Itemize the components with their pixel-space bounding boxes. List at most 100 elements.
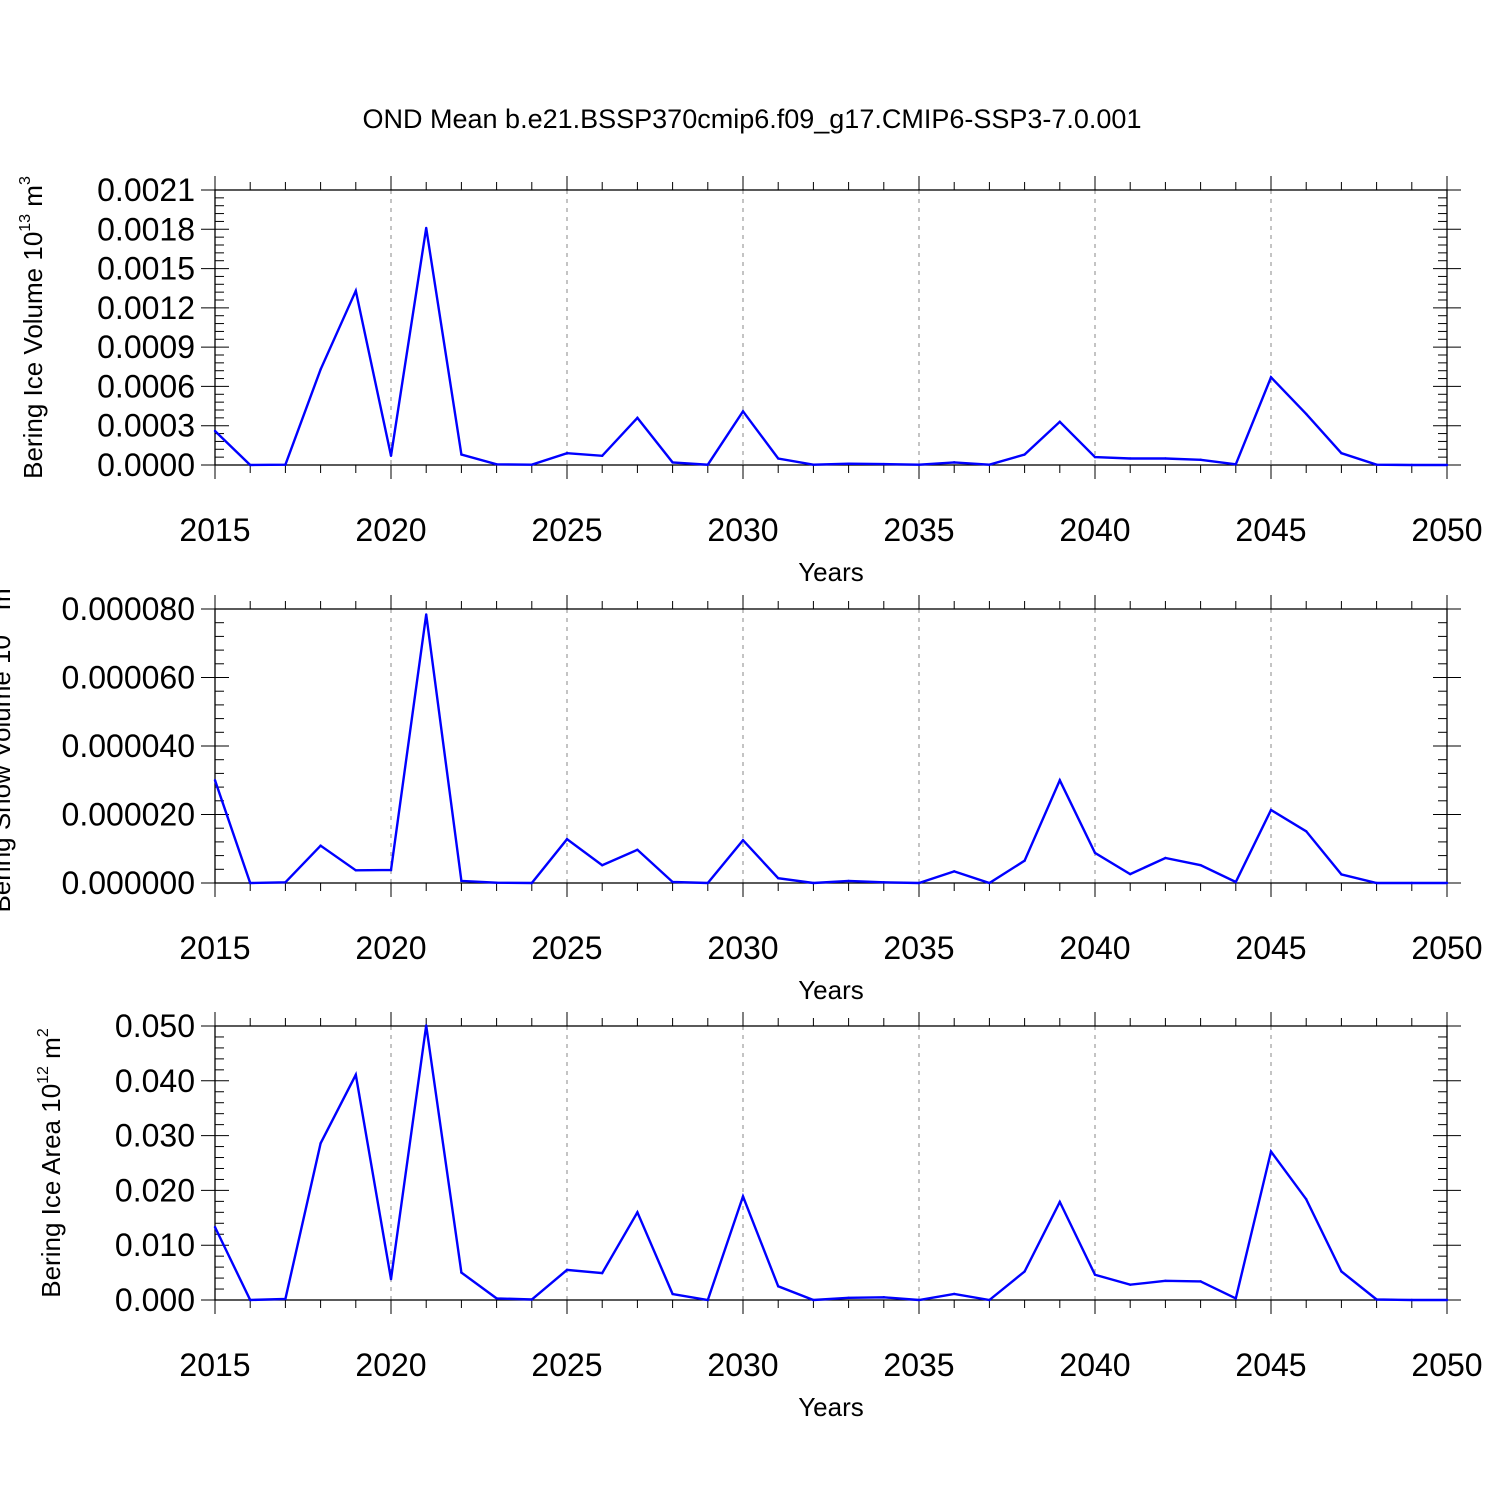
data-point bbox=[1023, 1270, 1026, 1273]
data-point bbox=[1269, 808, 1273, 812]
y-tick-label: 0.020 bbox=[115, 1172, 195, 1208]
data-point bbox=[601, 863, 604, 867]
data-point bbox=[953, 1292, 956, 1296]
y-tick-label: 0.0000 bbox=[97, 447, 195, 483]
y-tick-label: 0.0021 bbox=[97, 172, 195, 208]
data-point bbox=[213, 779, 217, 782]
x-tick-label: 2045 bbox=[1235, 1347, 1306, 1383]
series-line bbox=[214, 227, 1447, 467]
data-point bbox=[1340, 452, 1343, 455]
data-point bbox=[1445, 1298, 1449, 1302]
x-tick-label: 2015 bbox=[179, 512, 250, 548]
y-tick-label: 0.0015 bbox=[97, 251, 195, 287]
data-point bbox=[1093, 455, 1097, 459]
data-point bbox=[882, 462, 885, 466]
data-point bbox=[1023, 859, 1026, 862]
figure-title: OND Mean b.e21.BSSP370cmip6.f09_g17.CMIP… bbox=[363, 104, 1142, 134]
y-tick-label: 0.000020 bbox=[62, 797, 195, 833]
data-point bbox=[460, 879, 463, 883]
data-point bbox=[777, 457, 780, 460]
data-point bbox=[1410, 1298, 1414, 1302]
data-point bbox=[601, 454, 604, 458]
data-point bbox=[1234, 880, 1238, 884]
data-point bbox=[1375, 463, 1378, 466]
data-point bbox=[882, 1296, 885, 1299]
data-point bbox=[1199, 1280, 1202, 1283]
data-point bbox=[1058, 420, 1062, 423]
data-point bbox=[319, 368, 322, 371]
data-point bbox=[741, 838, 745, 842]
data-point bbox=[425, 1024, 428, 1027]
data-point bbox=[565, 452, 569, 455]
x-tick-label: 2035 bbox=[883, 512, 954, 548]
data-point bbox=[706, 463, 709, 466]
data-point bbox=[741, 1195, 745, 1198]
data-point bbox=[1093, 851, 1097, 855]
x-tick-label: 2015 bbox=[179, 930, 250, 966]
data-point bbox=[636, 416, 639, 420]
y-tick-label: 0.0018 bbox=[97, 211, 195, 247]
x-tick-label: 2030 bbox=[707, 1347, 778, 1383]
y-tick-label: 0.0003 bbox=[97, 408, 195, 444]
data-point bbox=[1164, 856, 1167, 860]
data-point bbox=[1129, 872, 1132, 876]
data-point bbox=[284, 881, 287, 884]
y-tick-label: 0.030 bbox=[115, 1118, 195, 1154]
y-tick-label: 0.0012 bbox=[97, 290, 195, 326]
plot-frame bbox=[214, 608, 1448, 884]
x-tick-label: 2030 bbox=[707, 512, 778, 548]
x-tick-label: 2050 bbox=[1411, 512, 1482, 548]
series-line bbox=[213, 1025, 1447, 1302]
data-point bbox=[319, 1142, 322, 1145]
data-point bbox=[1129, 457, 1132, 460]
data-point bbox=[917, 881, 921, 885]
x-tick-label: 2040 bbox=[1059, 930, 1130, 966]
plot-frame bbox=[214, 189, 1448, 466]
data-point bbox=[636, 848, 639, 851]
data-point bbox=[495, 463, 498, 466]
data-point bbox=[530, 463, 533, 466]
data-point bbox=[1164, 457, 1167, 460]
data-point bbox=[1269, 376, 1273, 379]
data-point bbox=[671, 461, 674, 464]
x-tick-label: 2045 bbox=[1235, 930, 1306, 966]
data-point bbox=[1445, 463, 1449, 467]
data-point bbox=[460, 1271, 463, 1274]
x-tick-label: 2025 bbox=[531, 1347, 602, 1383]
data-point bbox=[1305, 1197, 1308, 1201]
data-point bbox=[1445, 881, 1449, 885]
data-point bbox=[389, 1277, 393, 1281]
y-tick-label: 0.010 bbox=[115, 1227, 195, 1263]
data-point bbox=[1199, 458, 1202, 461]
data-point bbox=[354, 869, 357, 872]
y-tick-label: 0.000 bbox=[115, 1282, 195, 1318]
x-tick-label: 2035 bbox=[883, 1347, 954, 1383]
y-axis-label: Bering Snow Volume 1013 m3 bbox=[0, 579, 16, 912]
x-tick-label: 2025 bbox=[531, 512, 602, 548]
data-point bbox=[1410, 463, 1414, 467]
y-tick-label: 0.050 bbox=[115, 1008, 195, 1044]
data-point bbox=[460, 453, 463, 456]
data-point bbox=[284, 463, 287, 466]
y-tick-label: 0.000080 bbox=[62, 591, 195, 627]
data-point bbox=[847, 1296, 850, 1300]
y-tick-label: 0.040 bbox=[115, 1063, 195, 1099]
y-axis-label: Bering Ice Volume 1013 m3 bbox=[17, 176, 48, 479]
data-point bbox=[1234, 463, 1238, 466]
data-point bbox=[1340, 1270, 1343, 1273]
x-tick-label: 2020 bbox=[355, 930, 426, 966]
data-point bbox=[847, 462, 850, 465]
data-point bbox=[1058, 1200, 1062, 1204]
data-point bbox=[1129, 1283, 1132, 1286]
data-point bbox=[1023, 453, 1026, 456]
data-point bbox=[706, 1298, 709, 1302]
data-point bbox=[671, 880, 674, 884]
data-point bbox=[741, 410, 745, 413]
plot-frame bbox=[214, 1025, 1448, 1301]
data-point bbox=[389, 454, 393, 458]
x-tick-label: 2045 bbox=[1235, 512, 1306, 548]
x-tick-label: 2050 bbox=[1411, 930, 1482, 966]
x-axis-label: Years bbox=[798, 1392, 864, 1422]
